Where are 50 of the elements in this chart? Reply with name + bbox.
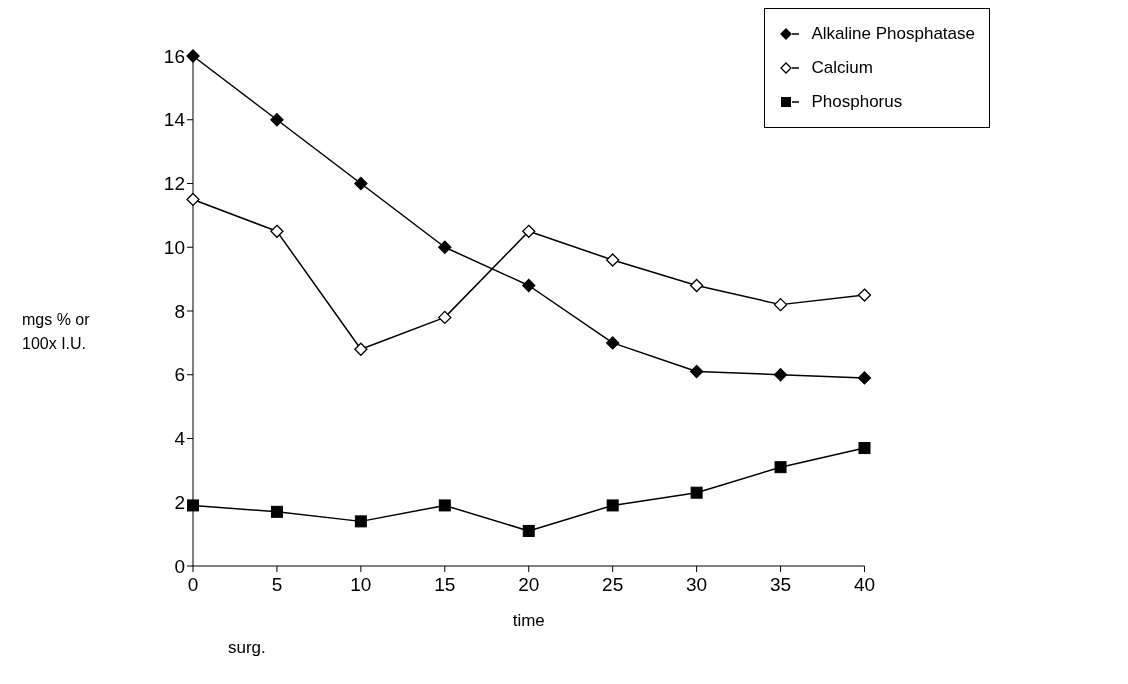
x-tick-label: 5 bbox=[271, 574, 283, 596]
x-tick-label: 40 bbox=[853, 574, 876, 596]
point bbox=[438, 240, 452, 254]
legend-label: Calcium bbox=[811, 58, 873, 78]
point bbox=[773, 368, 788, 382]
point bbox=[857, 371, 872, 385]
point bbox=[522, 278, 536, 293]
point bbox=[773, 297, 788, 312]
y-tick-label: 6 bbox=[174, 364, 185, 386]
point bbox=[186, 49, 200, 63]
point bbox=[186, 192, 200, 207]
x-tick-label: 25 bbox=[602, 574, 624, 596]
y-axis-title: mgs % or 100x I.U. bbox=[22, 310, 91, 354]
point bbox=[606, 336, 620, 350]
point bbox=[606, 253, 620, 267]
point bbox=[689, 278, 704, 293]
legend-label: Phosphorus bbox=[811, 92, 903, 112]
point bbox=[270, 113, 284, 127]
x-tick-label: 20 bbox=[518, 574, 540, 596]
x-axis-title: time bbox=[512, 611, 545, 630]
point bbox=[858, 442, 871, 455]
x-tick-label: 30 bbox=[686, 574, 708, 596]
point bbox=[522, 524, 535, 537]
point bbox=[187, 499, 199, 512]
y-tick-label: 4 bbox=[174, 428, 186, 450]
point bbox=[270, 224, 284, 238]
point bbox=[606, 499, 619, 512]
point bbox=[354, 515, 367, 528]
y-tick-label: 2 bbox=[174, 491, 185, 513]
point bbox=[270, 505, 283, 518]
y-tick-label: 14 bbox=[163, 109, 186, 131]
point bbox=[690, 486, 703, 499]
point bbox=[438, 310, 452, 325]
point bbox=[522, 224, 536, 238]
y-tick-label: 0 bbox=[174, 555, 185, 577]
x-tick-label: 15 bbox=[434, 574, 456, 596]
point bbox=[354, 342, 368, 356]
y-tick-label: 16 bbox=[163, 45, 185, 67]
x-tick-label: 35 bbox=[769, 574, 792, 596]
text: surg. bbox=[228, 638, 266, 658]
point bbox=[774, 461, 787, 474]
y-tick-label: 12 bbox=[163, 173, 185, 195]
point bbox=[857, 288, 872, 302]
point bbox=[354, 176, 368, 191]
point bbox=[689, 364, 704, 379]
legend-label: Alkaline Phosphatase bbox=[811, 24, 975, 44]
y-tick-label: 8 bbox=[174, 300, 185, 322]
point bbox=[438, 499, 451, 512]
x-tick-label: 10 bbox=[350, 574, 372, 596]
y-tick-label: 10 bbox=[163, 236, 185, 258]
